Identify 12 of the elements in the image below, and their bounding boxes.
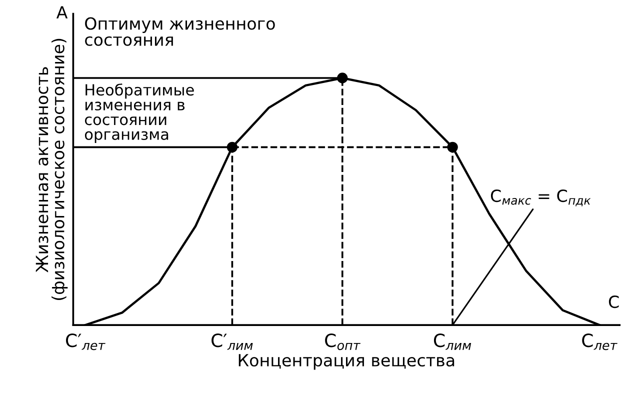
x-tick-label: C′$_{лим}$ (212, 334, 253, 350)
annotation: Необратимые изменения в состоянии организма (84, 84, 194, 143)
x-tick-label: C$_{лет}$ (582, 334, 618, 350)
annotation: C$_{макс}$ = C$_{пдк}$ (490, 189, 591, 206)
x-tick-label: C$_{опт}$ (325, 334, 360, 350)
annotation: C (608, 295, 619, 308)
text: Оптимум жизненного состояния (85, 17, 275, 46)
y-axis-title: Жизненная активность (физиологическое состояние) (36, 38, 68, 300)
text: A (56, 6, 68, 18)
x-tick-label: C$_{лим}$ (434, 334, 472, 350)
x-tick-label: C′$_{лет}$ (66, 334, 106, 350)
x-axis-title: Концентрация вещества (238, 354, 454, 370)
